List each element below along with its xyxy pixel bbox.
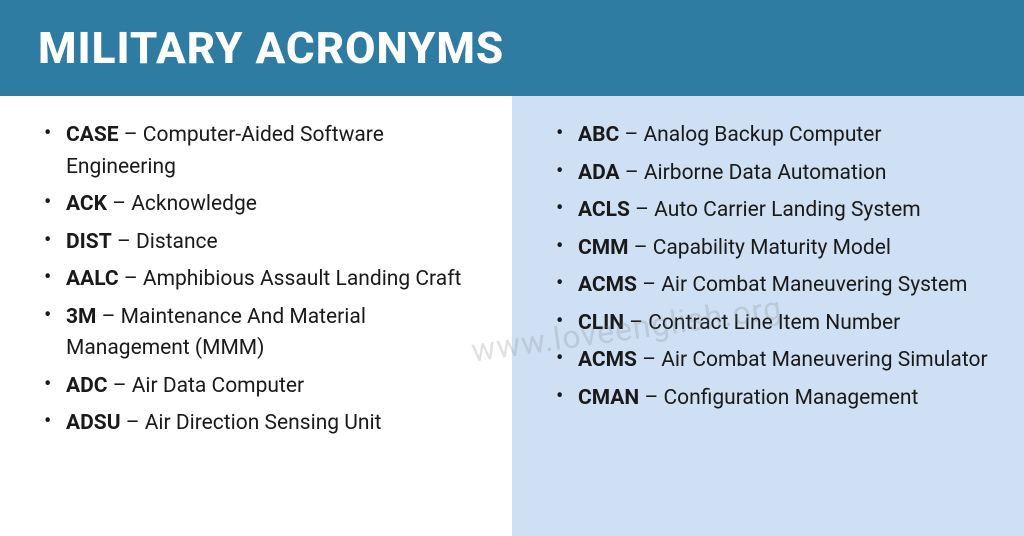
right-column: ABC – Analog Backup Computer ADA – Airbor…: [512, 96, 1024, 536]
definition-text: Capability Maturity Model: [653, 236, 891, 260]
acronym-text: CMM: [578, 236, 629, 260]
left-list: CASE – Computer-Aided Software Engineeri…: [44, 120, 484, 440]
definition-text: Acknowledge: [131, 192, 257, 216]
list-item: ACK – Acknowledge: [44, 189, 484, 221]
separator: –: [119, 267, 143, 291]
list-item: CASE – Computer-Aided Software Engineeri…: [44, 120, 484, 183]
list-item: ACMS – Air Combat Maneuvering System: [556, 270, 996, 302]
separator: –: [119, 123, 143, 147]
definition-text: Auto Carrier Landing System: [654, 198, 920, 222]
acronym-text: ABC: [578, 123, 619, 147]
list-item: AALC – Amphibious Assault Landing Craft: [44, 264, 484, 296]
separator: –: [629, 236, 653, 260]
list-item: ADSU – Air Direction Sensing Unit: [44, 408, 484, 440]
definition-text: Airborne Data Automation: [644, 161, 887, 185]
separator: –: [637, 273, 661, 297]
definition-text: Analog Backup Computer: [643, 123, 881, 147]
definition-text: Air Direction Sensing Unit: [145, 411, 382, 435]
list-item: ADA – Airborne Data Automation: [556, 158, 996, 190]
acronym-text: ADA: [578, 161, 620, 185]
acronym-text: ACMS: [578, 348, 637, 372]
right-list: ABC – Analog Backup Computer ADA – Airbor…: [556, 120, 996, 414]
list-item: ACLS – Auto Carrier Landing System: [556, 195, 996, 227]
separator: –: [620, 161, 644, 185]
list-item: CMM – Capability Maturity Model: [556, 233, 996, 265]
separator: –: [108, 374, 132, 398]
acronym-text: ADC: [66, 374, 108, 398]
columns-container: CASE – Computer-Aided Software Engineeri…: [0, 96, 1024, 536]
page-title: MILITARY ACRONYMS: [38, 22, 994, 74]
acronym-text: CMAN: [578, 386, 639, 410]
acronym-text: AALC: [66, 267, 119, 291]
separator: –: [619, 123, 643, 147]
list-item: CMAN – Configuration Management: [556, 383, 996, 415]
separator: –: [639, 386, 663, 410]
definition-text: Configuration Management: [663, 386, 918, 410]
acronym-text: ADSU: [66, 411, 121, 435]
acronym-text: ACK: [66, 192, 107, 216]
acronym-text: CLIN: [578, 311, 624, 335]
list-item: ADC – Air Data Computer: [44, 371, 484, 403]
list-item: 3M – Maintenance And Material Management…: [44, 302, 484, 365]
separator: –: [112, 230, 136, 254]
separator: –: [637, 348, 661, 372]
acronym-text: ACLS: [578, 198, 630, 222]
definition-text: Air Combat Maneuvering System: [661, 273, 967, 297]
list-item: DIST – Distance: [44, 227, 484, 259]
acronym-text: ACMS: [578, 273, 637, 297]
acronym-text: DIST: [66, 230, 112, 254]
acronym-text: CASE: [66, 123, 119, 147]
separator: –: [107, 192, 131, 216]
list-item: ABC – Analog Backup Computer: [556, 120, 996, 152]
separator: –: [96, 305, 120, 329]
left-column: CASE – Computer-Aided Software Engineeri…: [0, 96, 512, 536]
definition-text: Air Data Computer: [132, 374, 304, 398]
definition-text: Distance: [136, 230, 218, 254]
separator: –: [624, 311, 648, 335]
separator: –: [121, 411, 145, 435]
header-bar: MILITARY ACRONYMS: [0, 0, 1024, 96]
definition-text: Amphibious Assault Landing Craft: [143, 267, 462, 291]
list-item: ACMS – Air Combat Maneuvering Simulator: [556, 345, 996, 377]
acronym-text: 3M: [66, 305, 96, 329]
definition-text: Contract Line Item Number: [648, 311, 900, 335]
definition-text: Air Combat Maneuvering Simulator: [661, 348, 987, 372]
list-item: CLIN – Contract Line Item Number: [556, 308, 996, 340]
separator: –: [630, 198, 654, 222]
